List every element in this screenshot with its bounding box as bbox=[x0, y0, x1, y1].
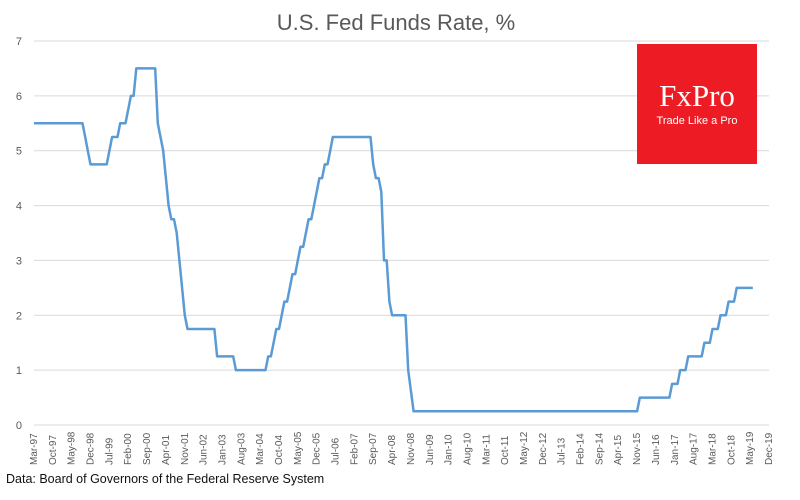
x-tick-label: Apr-01 bbox=[161, 435, 172, 465]
x-tick-label: Aug-10 bbox=[462, 432, 473, 465]
x-tick-label: Oct-97 bbox=[48, 435, 59, 465]
x-tick-label: Jun-16 bbox=[651, 434, 662, 465]
x-tick-label: Dec-05 bbox=[312, 432, 323, 465]
x-tick-label: Mar-11 bbox=[481, 434, 492, 465]
x-tick-label: Nov-08 bbox=[406, 432, 417, 465]
x-tick-label: Jul-99 bbox=[104, 437, 115, 465]
x-tick-label: Oct-04 bbox=[274, 435, 285, 465]
y-tick-label: 2 bbox=[16, 310, 22, 322]
x-tick-label: May-98 bbox=[67, 431, 78, 465]
x-tick-label: Feb-00 bbox=[123, 433, 134, 465]
x-tick-label: May-12 bbox=[519, 431, 530, 465]
x-tick-label: Feb-14 bbox=[576, 433, 587, 465]
x-tick-label: Jan-17 bbox=[670, 434, 681, 465]
x-tick-label: Sep-07 bbox=[368, 432, 379, 465]
x-tick-label: Mar-97 bbox=[29, 433, 40, 465]
chart-title: U.S. Fed Funds Rate, % bbox=[277, 10, 515, 35]
x-tick-label: Nov-15 bbox=[632, 432, 643, 465]
x-tick-label: Jul-06 bbox=[331, 437, 342, 465]
x-tick-label: Mar-04 bbox=[255, 433, 266, 465]
x-tick-label: Aug-03 bbox=[236, 432, 247, 465]
x-tick-label: Jan-03 bbox=[217, 434, 228, 465]
logo-name: FxPro bbox=[659, 78, 735, 113]
x-tick-label: Dec-19 bbox=[764, 432, 775, 465]
fxpro-logo: FxPro Trade Like a Pro bbox=[637, 44, 757, 164]
x-axis-ticks: Mar-97 Oct-97 May-98 Dec-98 Jul-99 Feb-00 Sep-… bbox=[29, 431, 775, 465]
x-tick-label: Dec-98 bbox=[86, 432, 97, 465]
x-tick-label: Aug-17 bbox=[689, 432, 700, 465]
y-tick-label: 4 bbox=[16, 201, 22, 213]
y-axis-ticks: 0 1 2 3 4 5 6 7 bbox=[16, 36, 22, 432]
x-tick-label: Feb-07 bbox=[349, 433, 360, 465]
x-tick-label: Jun-02 bbox=[199, 434, 210, 465]
y-tick-label: 6 bbox=[16, 91, 22, 103]
y-tick-label: 3 bbox=[16, 255, 22, 267]
y-tick-label: 7 bbox=[16, 36, 22, 48]
x-tick-label: Apr-08 bbox=[387, 435, 398, 465]
source-note: Data: Board of Governors of the Federal … bbox=[6, 472, 325, 486]
x-tick-label: Sep-14 bbox=[594, 432, 605, 465]
logo-tagline: Trade Like a Pro bbox=[656, 115, 738, 127]
x-tick-label: Oct-11 bbox=[500, 435, 511, 465]
x-tick-label: Jul-13 bbox=[557, 437, 568, 465]
x-tick-label: May-05 bbox=[293, 431, 304, 465]
x-tick-label: Apr-15 bbox=[613, 435, 624, 465]
x-tick-label: Mar-18 bbox=[707, 433, 718, 465]
y-tick-label: 1 bbox=[16, 365, 22, 377]
x-tick-label: Dec-12 bbox=[538, 432, 549, 465]
x-tick-label: May-19 bbox=[745, 431, 756, 465]
x-tick-label: Jun-09 bbox=[425, 434, 436, 465]
x-tick-label: Nov-01 bbox=[180, 432, 191, 465]
series-line-fed-funds-rate bbox=[34, 67, 753, 413]
x-tick-label: Jan-10 bbox=[444, 434, 455, 465]
x-tick-label: Sep-00 bbox=[142, 432, 153, 465]
y-tick-label: 5 bbox=[16, 146, 22, 158]
x-tick-label: Oct-18 bbox=[726, 435, 737, 465]
y-tick-label: 0 bbox=[16, 420, 22, 432]
